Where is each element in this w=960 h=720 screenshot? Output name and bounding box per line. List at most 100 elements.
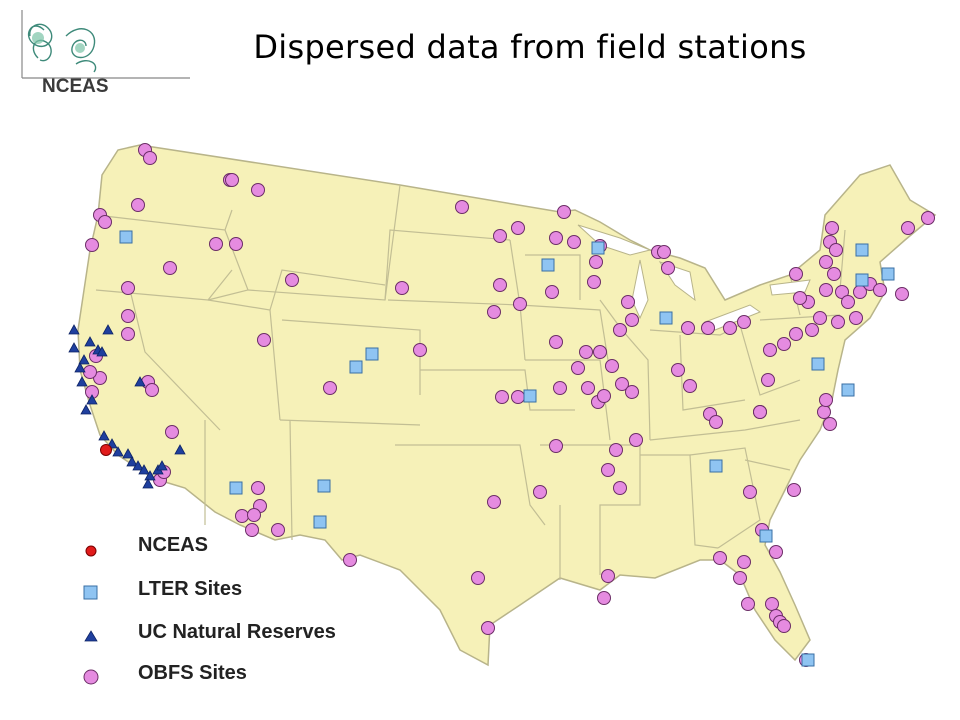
nceas-logo: NCEAS <box>21 10 190 96</box>
uc-reserve-marker <box>76 376 88 387</box>
obfs-site-marker <box>601 463 615 477</box>
obfs-site-marker <box>789 327 803 341</box>
obfs-site-marker <box>487 495 501 509</box>
obfs-site-marker <box>605 359 619 373</box>
uc-reserve-marker <box>68 342 80 353</box>
lter-site-marker <box>841 383 855 397</box>
obfs-site-marker <box>571 361 585 375</box>
obfs-site-marker <box>733 571 747 585</box>
obfs-site-marker <box>743 485 757 499</box>
obfs-site-marker <box>827 267 841 281</box>
obfs-site-marker <box>121 309 135 323</box>
obfs-site-marker <box>589 255 603 269</box>
uc-reserve-marker <box>78 354 90 365</box>
obfs-site-marker <box>895 287 909 301</box>
obfs-site-marker <box>581 381 595 395</box>
obfs-site-marker <box>753 405 767 419</box>
obfs-site-marker <box>251 481 265 495</box>
uc-reserve-marker <box>102 324 114 335</box>
lter-site-marker <box>801 653 815 667</box>
lter-site-marker <box>709 459 723 473</box>
obfs-site-marker <box>769 545 783 559</box>
obfs-site-marker <box>921 211 935 225</box>
obfs-site-marker <box>671 363 685 377</box>
obfs-site-marker <box>713 551 727 565</box>
obfs-site-marker <box>819 255 833 269</box>
obfs-site-marker <box>789 267 803 281</box>
obfs-site-marker <box>247 508 261 522</box>
obfs-site-marker <box>533 485 547 499</box>
obfs-site-marker <box>817 405 831 419</box>
obfs-site-marker <box>621 295 635 309</box>
legend-label: OBFS Sites <box>138 662 247 684</box>
uc-reserve-marker <box>112 446 124 457</box>
obfs-site-marker <box>737 315 751 329</box>
obfs-site-marker <box>209 237 223 251</box>
uc-reserve-marker <box>138 464 150 475</box>
obfs-site-marker <box>823 417 837 431</box>
obfs-site-marker <box>579 345 593 359</box>
obfs-site-marker <box>901 221 915 235</box>
obfs-site-marker <box>85 238 99 252</box>
obfs-site-marker <box>873 283 887 297</box>
obfs-site-marker <box>323 381 337 395</box>
obfs-site-marker <box>629 433 643 447</box>
obfs-site-marker <box>285 273 299 287</box>
obfs-site-marker <box>143 151 157 165</box>
obfs-site-marker <box>763 343 777 357</box>
obfs-site-marker <box>661 261 675 275</box>
lter-site-marker <box>349 360 363 374</box>
obfs-site-marker <box>587 275 601 289</box>
obfs-site-marker <box>549 335 563 349</box>
obfs-site-marker <box>825 221 839 235</box>
lter-site-marker <box>591 241 605 255</box>
uc-reserve-marker <box>86 394 98 405</box>
obfs-site-marker <box>813 311 827 325</box>
obfs-site-marker <box>121 281 135 295</box>
obfs-site-marker <box>455 200 469 214</box>
obfs-site-marker <box>777 337 791 351</box>
obfs-site-marker <box>723 321 737 335</box>
lter-site-marker <box>881 267 895 281</box>
lter-site-marker <box>541 258 555 272</box>
logo-text: NCEAS <box>42 76 109 96</box>
obfs-site-marker <box>701 321 715 335</box>
obfs-site-marker <box>657 245 671 259</box>
obfs-site-marker <box>165 425 179 439</box>
obfs-site-marker <box>593 345 607 359</box>
obfs-site-marker <box>549 439 563 453</box>
lter-site-marker <box>119 230 133 244</box>
obfs-site-marker <box>395 281 409 295</box>
obfs-site-marker <box>849 311 863 325</box>
lter-site-marker <box>855 243 869 257</box>
obfs-site-marker <box>831 315 845 329</box>
obfs-site-marker <box>597 591 611 605</box>
obfs-site-marker <box>131 198 145 212</box>
uc-reserve-marker <box>144 470 156 481</box>
lter-site-marker <box>317 479 331 493</box>
obfs-site-marker <box>98 215 112 229</box>
obfs-site-marker <box>545 285 559 299</box>
legend-label: NCEAS <box>138 534 209 556</box>
lter-site-marker <box>811 357 825 371</box>
obfs-site-marker <box>251 183 265 197</box>
obfs-site-marker <box>793 291 807 305</box>
obfs-site-marker <box>553 381 567 395</box>
obfs-site-marker <box>511 390 525 404</box>
obfs-site-marker <box>121 327 135 341</box>
obfs-site-marker <box>805 323 819 337</box>
obfs-site-marker <box>609 443 623 457</box>
obfs-site-marker <box>777 619 791 633</box>
obfs-site-marker <box>413 343 427 357</box>
obfs-site-marker <box>513 297 527 311</box>
obfs-site-marker <box>615 377 629 391</box>
obfs-site-marker <box>613 323 627 337</box>
uc-reserve-marker <box>142 478 154 489</box>
red-dot-icon <box>85 545 97 557</box>
obfs-site-marker <box>493 229 507 243</box>
obfs-site-marker <box>819 393 833 407</box>
uc-reserve-marker <box>132 460 144 471</box>
lter-site-marker <box>659 311 673 325</box>
obfs-site-marker <box>493 278 507 292</box>
